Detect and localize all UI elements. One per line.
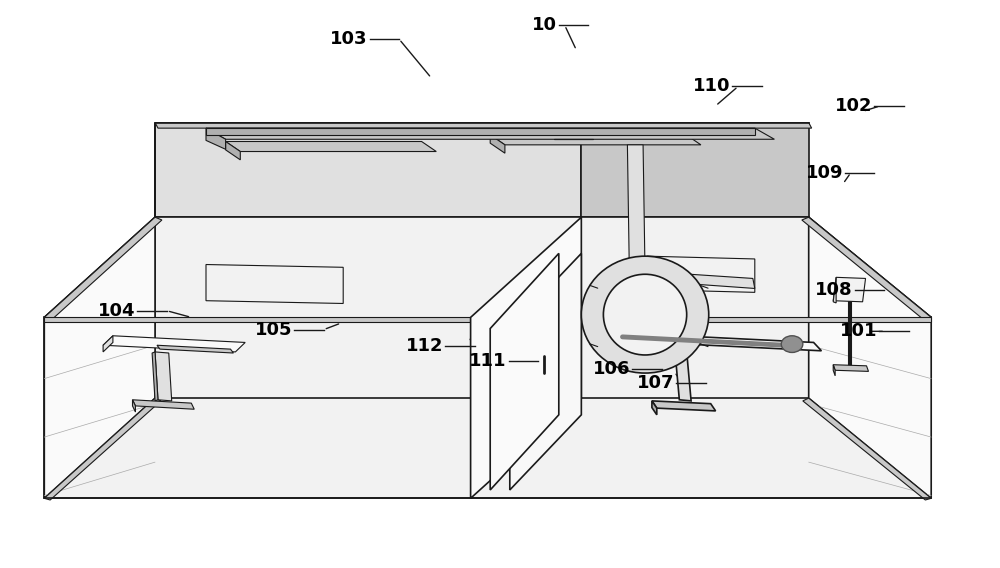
Polygon shape: [627, 270, 755, 289]
Polygon shape: [103, 336, 245, 352]
Polygon shape: [471, 217, 931, 318]
Polygon shape: [647, 256, 755, 293]
Ellipse shape: [781, 336, 803, 353]
Polygon shape: [206, 265, 343, 303]
Polygon shape: [44, 217, 162, 320]
Text: 107: 107: [637, 374, 674, 392]
Polygon shape: [226, 141, 436, 152]
Polygon shape: [490, 135, 505, 153]
Polygon shape: [803, 398, 931, 500]
Polygon shape: [44, 318, 931, 322]
Polygon shape: [652, 401, 657, 415]
Polygon shape: [206, 128, 774, 139]
Polygon shape: [155, 352, 172, 401]
Polygon shape: [833, 277, 866, 302]
Ellipse shape: [581, 256, 709, 373]
Polygon shape: [490, 135, 701, 145]
Polygon shape: [155, 217, 581, 398]
Polygon shape: [206, 128, 755, 135]
Polygon shape: [833, 277, 836, 303]
Polygon shape: [206, 128, 226, 149]
Polygon shape: [581, 123, 809, 217]
Polygon shape: [490, 253, 559, 490]
Text: 110: 110: [693, 77, 730, 95]
Text: 102: 102: [835, 97, 872, 115]
Text: 10: 10: [532, 16, 557, 34]
Polygon shape: [833, 365, 835, 376]
Text: 106: 106: [593, 360, 630, 378]
Polygon shape: [44, 318, 471, 498]
Text: 109: 109: [806, 164, 843, 182]
Text: 103: 103: [330, 30, 368, 48]
Polygon shape: [155, 123, 581, 217]
Polygon shape: [652, 401, 716, 411]
Polygon shape: [226, 141, 240, 160]
Polygon shape: [44, 398, 161, 500]
Polygon shape: [157, 345, 233, 353]
Polygon shape: [802, 217, 931, 320]
Polygon shape: [152, 352, 158, 401]
Ellipse shape: [603, 274, 687, 355]
Polygon shape: [155, 123, 812, 128]
Polygon shape: [471, 318, 931, 498]
Text: 105: 105: [255, 321, 292, 339]
Text: 104: 104: [98, 302, 135, 320]
Text: 108: 108: [815, 281, 853, 299]
Polygon shape: [103, 336, 113, 352]
Polygon shape: [588, 331, 821, 351]
Polygon shape: [132, 400, 135, 412]
Text: 112: 112: [406, 337, 443, 356]
Polygon shape: [833, 365, 868, 371]
Polygon shape: [674, 345, 691, 401]
Polygon shape: [471, 217, 581, 498]
Polygon shape: [581, 217, 809, 398]
Polygon shape: [44, 217, 155, 498]
Polygon shape: [510, 253, 581, 490]
Text: 101: 101: [840, 322, 877, 340]
Text: 111: 111: [469, 352, 507, 370]
Polygon shape: [132, 400, 194, 409]
Polygon shape: [44, 217, 581, 318]
Polygon shape: [627, 145, 645, 273]
Polygon shape: [588, 331, 596, 348]
Polygon shape: [809, 217, 931, 498]
